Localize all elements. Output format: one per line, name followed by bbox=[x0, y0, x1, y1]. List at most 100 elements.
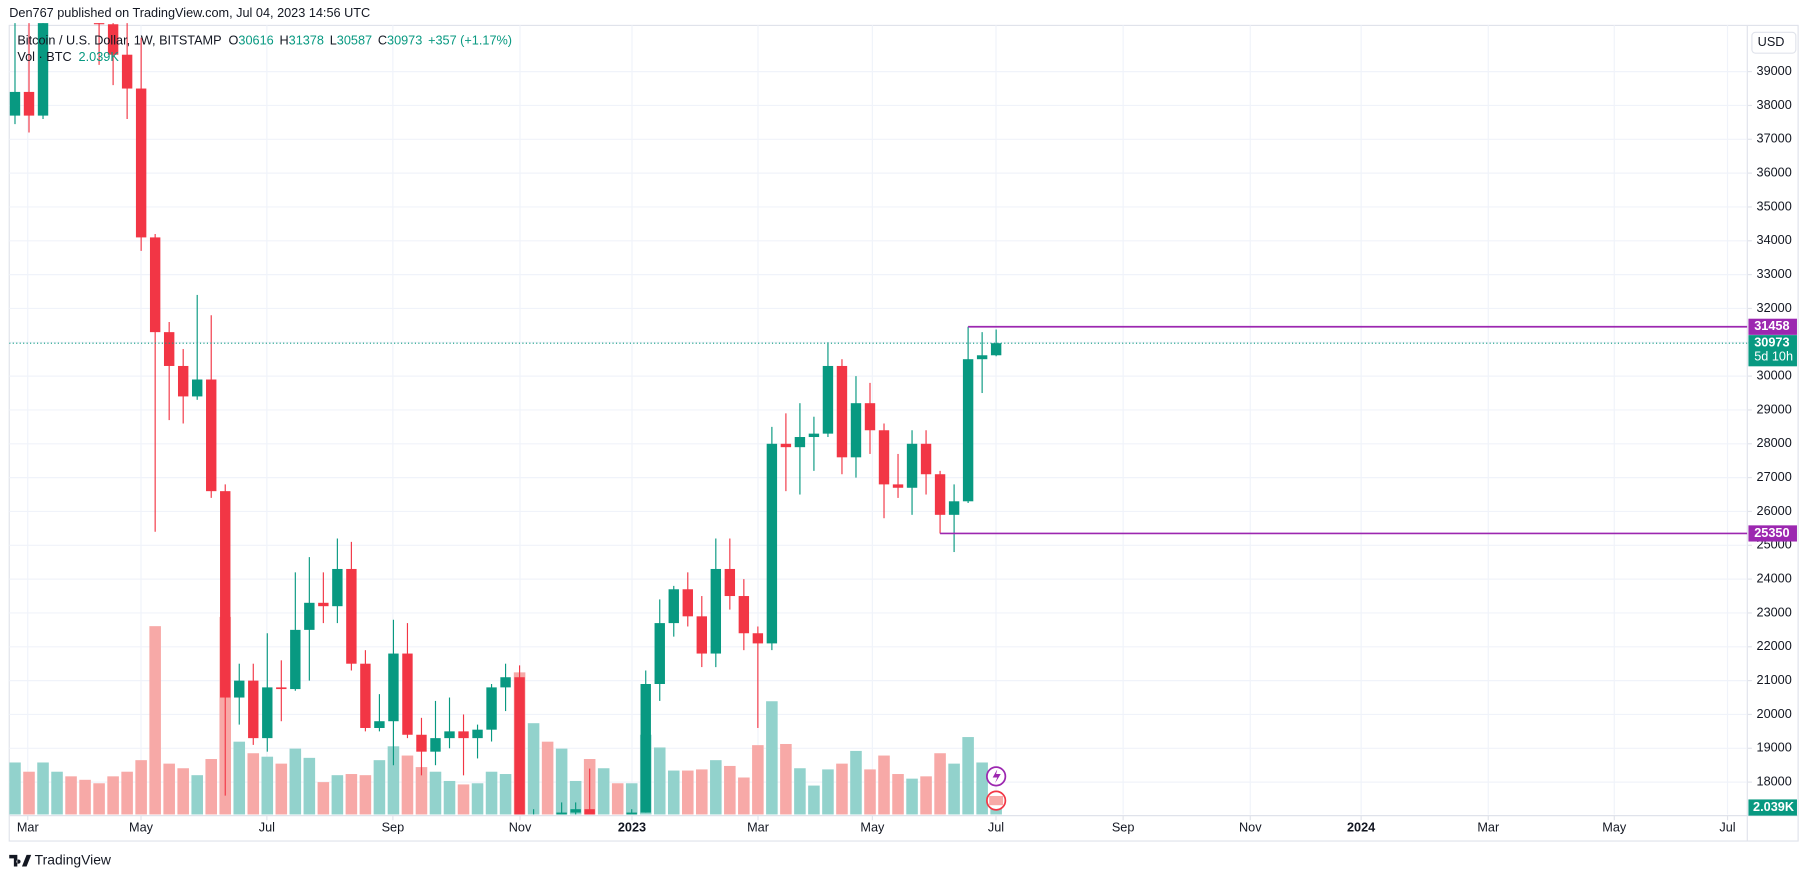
volume-bar bbox=[317, 782, 330, 815]
volume-bar bbox=[107, 776, 119, 815]
ohlc-value: 30587 bbox=[337, 34, 372, 48]
volume-bar bbox=[850, 750, 862, 815]
candle-body bbox=[206, 379, 217, 492]
volume-bar bbox=[892, 774, 904, 815]
candle-body bbox=[458, 731, 469, 739]
candle-body bbox=[444, 731, 455, 739]
last-price-box bbox=[1748, 335, 1797, 367]
y-tick-label: 24000 bbox=[1757, 571, 1792, 585]
candle-body bbox=[514, 677, 525, 815]
volume-bar bbox=[93, 783, 105, 815]
volume-bar bbox=[457, 784, 470, 815]
volume-bar bbox=[485, 771, 498, 815]
ohlc-key: L bbox=[330, 34, 337, 48]
x-tick-label: May bbox=[129, 821, 154, 835]
candle-body bbox=[177, 365, 189, 397]
ohlc-value: 30973 bbox=[387, 34, 422, 48]
candle-body bbox=[121, 54, 133, 89]
candle-body bbox=[878, 430, 890, 485]
volume-bar bbox=[766, 701, 778, 815]
volume-bar bbox=[696, 769, 708, 815]
volume-bar bbox=[387, 746, 400, 815]
grid bbox=[9, 25, 1748, 815]
event-icon-glyph bbox=[989, 795, 1004, 806]
x-tick-label: Jul bbox=[988, 821, 1004, 835]
volume-bar bbox=[471, 783, 484, 815]
candle-body bbox=[23, 91, 35, 116]
candle-body bbox=[500, 677, 511, 688]
candle-body bbox=[304, 602, 315, 630]
volume-bar bbox=[247, 753, 260, 815]
candle-body bbox=[388, 653, 399, 722]
candle-body bbox=[107, 24, 119, 55]
logo-mark bbox=[9, 854, 32, 867]
candle-body bbox=[135, 88, 147, 238]
y-tick-label: 36000 bbox=[1757, 165, 1792, 179]
x-tick-label: Jul bbox=[1719, 821, 1735, 835]
plot-area bbox=[9, 23, 1748, 815]
x-tick-label: Nov bbox=[509, 821, 532, 835]
y-tick-label: 37000 bbox=[1757, 132, 1792, 146]
volume-bar bbox=[948, 763, 960, 815]
candle-body bbox=[696, 616, 707, 654]
y-tick-label: 23000 bbox=[1757, 605, 1792, 619]
candle-body bbox=[794, 437, 806, 448]
volume-bar bbox=[780, 743, 792, 815]
candle-body bbox=[402, 653, 413, 735]
volume-bar bbox=[822, 769, 834, 815]
brand-logo bbox=[9, 854, 32, 867]
currency-button[interactable] bbox=[1751, 31, 1797, 54]
y-tick-label: 18000 bbox=[1757, 774, 1792, 788]
volume-bar bbox=[976, 762, 988, 815]
candle-body bbox=[220, 491, 231, 698]
volume-bar bbox=[135, 760, 147, 815]
volume-bar bbox=[710, 760, 722, 815]
volume-bar bbox=[962, 737, 974, 815]
volume-bar bbox=[205, 759, 218, 815]
volume-bar bbox=[653, 747, 666, 815]
volume-bar bbox=[191, 775, 203, 815]
volume-bar bbox=[79, 779, 91, 815]
volume-bar bbox=[738, 777, 750, 815]
volume-bar bbox=[934, 753, 946, 815]
volume-bar bbox=[990, 807, 1002, 815]
candle-body bbox=[430, 738, 441, 752]
candle-body bbox=[9, 91, 21, 116]
candle-body bbox=[192, 379, 203, 397]
candle-body bbox=[318, 602, 329, 607]
volume-bar bbox=[499, 774, 512, 815]
countdown-label: 5d 10h bbox=[1754, 349, 1793, 363]
volume-bar bbox=[794, 768, 806, 815]
candle-body bbox=[290, 629, 301, 690]
x-tick-label: Mar bbox=[1477, 821, 1500, 835]
symbol-title: Bitcoin / U.S. Dollar, 1W, BITSTAMP bbox=[17, 34, 221, 48]
volume-label: 2.039K bbox=[1753, 800, 1795, 814]
volume-bar bbox=[611, 783, 624, 815]
volume-bar bbox=[724, 765, 736, 815]
axes: 1800019000200002100022000230002400025000… bbox=[17, 64, 1797, 835]
last-price-label: 30973 bbox=[1754, 336, 1789, 350]
candle-body bbox=[850, 403, 862, 458]
currency-label[interactable]: USD bbox=[1758, 35, 1785, 49]
volume-bar bbox=[121, 771, 133, 815]
candle-body bbox=[486, 687, 497, 730]
event-icon-glyph bbox=[992, 769, 1001, 784]
volume-bar bbox=[177, 768, 189, 815]
x-tick-label: Sep bbox=[382, 821, 405, 835]
ohlc-key: O bbox=[229, 34, 239, 48]
volume-bar bbox=[682, 770, 694, 815]
x-tick-label: May bbox=[860, 821, 885, 835]
candle-body bbox=[346, 568, 357, 664]
x-tick-label: Nov bbox=[1239, 821, 1262, 835]
candle-body bbox=[976, 355, 988, 360]
volume-bar bbox=[373, 760, 386, 815]
candle-body bbox=[766, 443, 778, 644]
candle-body bbox=[682, 589, 693, 617]
candle-body bbox=[738, 596, 750, 634]
y-tick-label: 39000 bbox=[1757, 64, 1792, 78]
volume-bar bbox=[878, 755, 890, 815]
volume-label-box bbox=[1748, 799, 1797, 816]
change-value: +357 (+1.17%) bbox=[428, 34, 512, 48]
x-tick-label: 2023 bbox=[618, 821, 646, 835]
x-tick-label: Mar bbox=[17, 821, 40, 835]
